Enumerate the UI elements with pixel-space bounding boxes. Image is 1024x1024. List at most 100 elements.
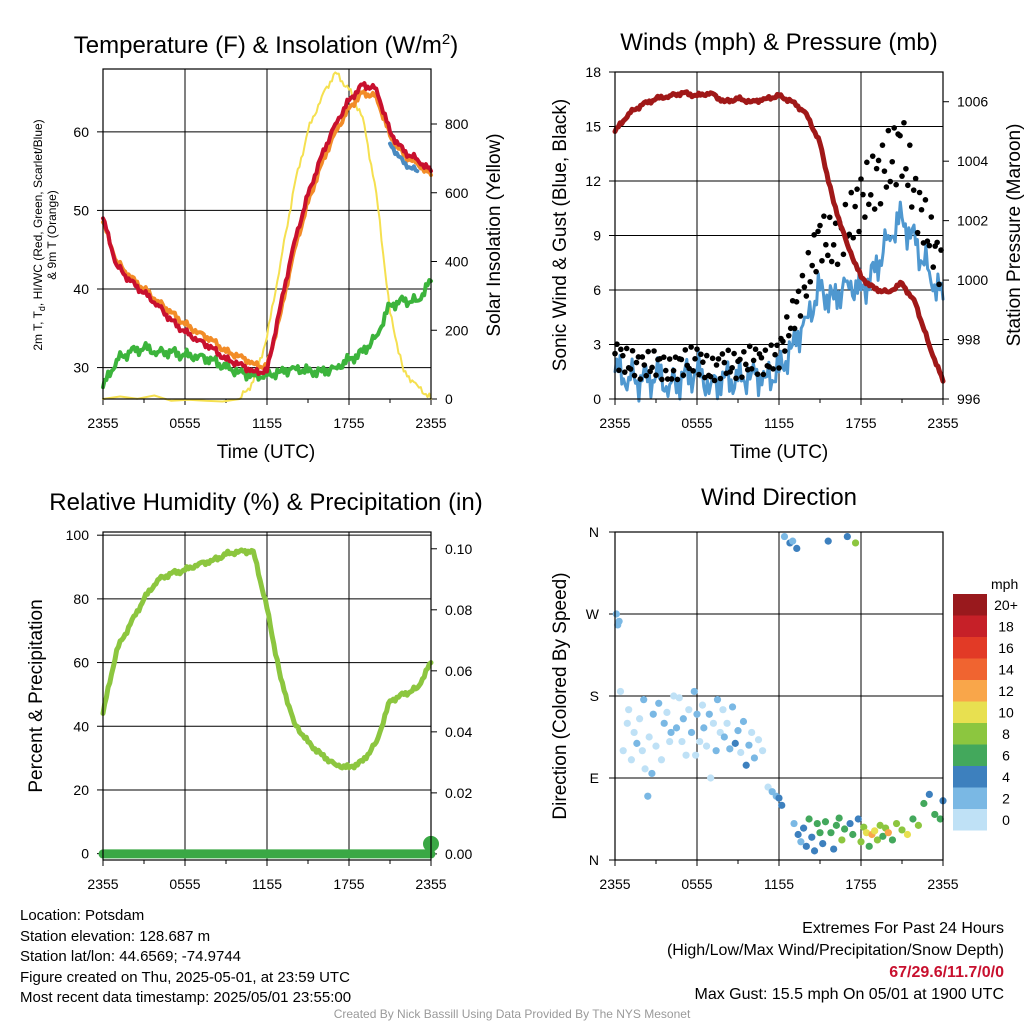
- direction-point: [802, 842, 810, 850]
- gust-point: [826, 214, 833, 221]
- speed-legend-label: 6: [1002, 748, 1010, 764]
- gust-point: [883, 184, 890, 190]
- direction-point: [675, 694, 683, 702]
- gust-point: [905, 182, 911, 189]
- direction-point: [876, 821, 884, 829]
- station-elevation: Station elevation: 128.687 m: [20, 927, 211, 945]
- gust-point: [703, 352, 710, 359]
- gust-point: [758, 354, 765, 361]
- y-tick-label: 40: [73, 718, 89, 734]
- temperature-panel-title: Temperature (F) & Insolation (W/m2): [74, 31, 458, 59]
- gust-point: [852, 203, 858, 210]
- direction-point: [678, 737, 686, 746]
- y-right-tick-label: 800: [445, 116, 469, 132]
- gust-point: [821, 213, 827, 219]
- direction-point: [705, 710, 713, 718]
- plot-frame: [102, 68, 432, 400]
- direction-point: [612, 610, 620, 618]
- gust-point: [881, 168, 888, 174]
- direction-point: [830, 845, 838, 853]
- extremes-subtitle: (High/Low/Max Wind/Precipitation/Snow De…: [666, 942, 1004, 959]
- gust-point: [924, 238, 931, 245]
- gust-point: [864, 159, 870, 166]
- direction-point: [745, 741, 753, 749]
- direction-point: [775, 794, 783, 802]
- y-tick-label: 0: [81, 846, 89, 862]
- gust-point: [899, 173, 905, 179]
- gust-point: [830, 242, 837, 248]
- rh-line: [100, 547, 434, 771]
- direction-point: [734, 727, 742, 735]
- direction-point: [644, 792, 652, 800]
- gust-point: [643, 372, 650, 379]
- gust-point: [889, 158, 896, 165]
- direction-point: [666, 737, 674, 746]
- gust-point: [887, 178, 894, 185]
- gust-point: [682, 347, 689, 353]
- gust-point: [659, 376, 665, 383]
- direction-point: [892, 819, 901, 828]
- speed-legend-swatch: [953, 637, 987, 659]
- gust-point: [731, 350, 737, 357]
- gust-point: [891, 125, 897, 131]
- gust-point: [717, 375, 724, 382]
- x-tick-label: 1755: [333, 415, 364, 431]
- direction-point: [630, 728, 638, 737]
- direction-point: [888, 836, 897, 844]
- direction-point: [660, 719, 668, 727]
- temperature-panel: Temperature (F) & Insolation (W/m2) Time…: [31, 31, 505, 463]
- x-tick-label: 2355: [927, 415, 958, 431]
- gust-point: [651, 348, 657, 354]
- gust-point: [840, 251, 847, 258]
- x-tick-label: 0555: [681, 876, 712, 892]
- direction-point: [728, 703, 737, 711]
- gust-point: [862, 214, 868, 220]
- gust-point: [819, 257, 825, 264]
- direction-point: [737, 748, 745, 757]
- gust-point: [623, 345, 630, 352]
- gust-point: [770, 366, 776, 372]
- y-right-tick-label: 0.04: [445, 724, 472, 740]
- direction-point: [879, 832, 887, 840]
- gust-point: [813, 268, 819, 275]
- gust-point: [807, 278, 814, 285]
- speed-legend-label: 2: [1002, 791, 1010, 807]
- extremes-title: Extremes For Past 24 Hours: [802, 920, 1004, 937]
- gust-point: [782, 348, 788, 354]
- y-tick-label: 60: [73, 124, 89, 140]
- direction-point: [667, 728, 675, 737]
- direction-point: [936, 815, 944, 823]
- gust-point: [662, 367, 669, 374]
- gust-point: [797, 313, 804, 319]
- gust-point: [848, 189, 855, 196]
- gust-point: [649, 364, 655, 371]
- y-right-tick-label: 996: [957, 391, 981, 407]
- gust-point: [698, 351, 704, 358]
- y-right-tick-label: 998: [957, 332, 981, 348]
- gust-point: [633, 359, 640, 366]
- gust-point: [799, 272, 806, 279]
- direction-point: [690, 687, 698, 696]
- station-latlon: Station lat/lon: 44.6569; -74.9744: [20, 948, 242, 965]
- y-right-tick-label: 0.06: [445, 663, 472, 679]
- gust-point: [715, 356, 722, 362]
- gust-point: [768, 342, 774, 348]
- direction-point: [851, 539, 860, 547]
- gust-point: [928, 214, 935, 220]
- gust-point: [678, 356, 685, 363]
- gust-point: [866, 201, 872, 208]
- x-tick-label: 1155: [764, 876, 794, 892]
- direction-point: [748, 728, 756, 737]
- direction-point: [816, 829, 824, 837]
- gust-point: [762, 347, 769, 353]
- direction-point: [707, 774, 715, 782]
- direction-point: [821, 818, 830, 826]
- direction-point: [838, 836, 846, 844]
- direction-tick-label: N: [589, 852, 599, 868]
- gust-point: [741, 348, 747, 355]
- gust-point: [854, 186, 860, 192]
- gust-point: [825, 252, 831, 259]
- gust-point: [815, 228, 821, 235]
- plot-frame: [614, 71, 944, 400]
- direction-point: [846, 819, 854, 828]
